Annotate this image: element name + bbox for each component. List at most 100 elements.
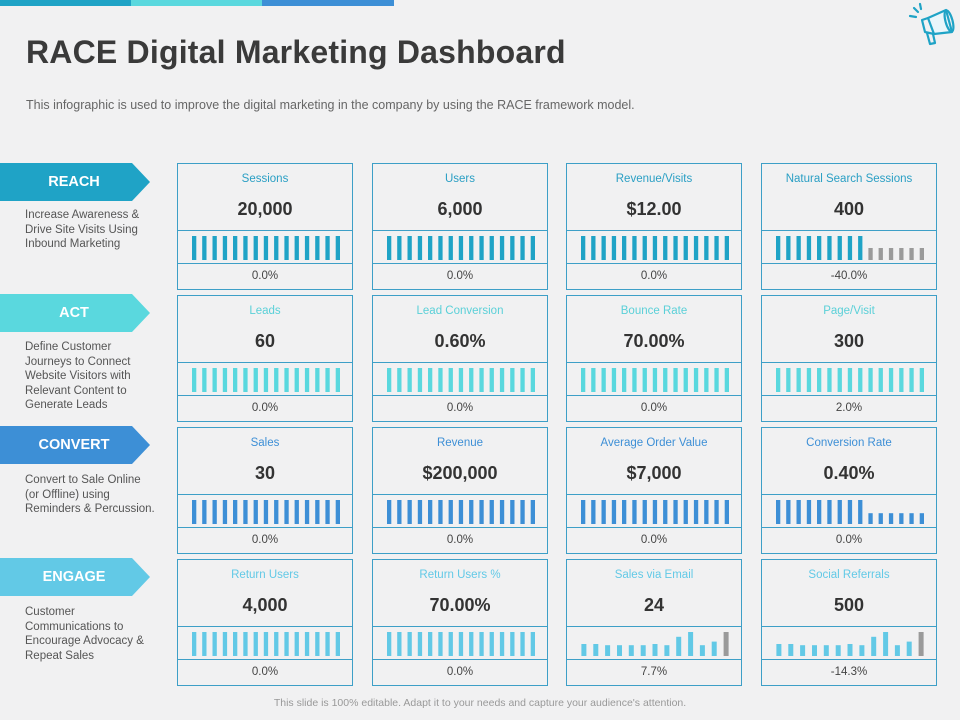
metric-name: Users bbox=[444, 173, 476, 185]
metric-card-conversion-rate[interactable]: Conversion Rate 0.40% 0.0% bbox=[761, 427, 937, 554]
sparkline-bar bbox=[909, 248, 914, 260]
sparkline-chart bbox=[192, 368, 340, 392]
sparkline-bar bbox=[796, 236, 801, 260]
card-divider bbox=[178, 230, 352, 231]
metric-value: 0.40% bbox=[823, 463, 875, 483]
stage-tag-reach: REACH bbox=[0, 163, 150, 201]
sparkline-bar bbox=[315, 368, 320, 392]
sparkline-bar bbox=[192, 500, 197, 524]
sparkline-bar bbox=[233, 632, 238, 656]
metric-card-sales-via-email[interactable]: Sales via Email 24 7.7% bbox=[566, 559, 742, 686]
card-divider bbox=[178, 362, 352, 363]
sparkline-bar bbox=[428, 368, 433, 392]
stage-tag-engage: ENGAGE bbox=[0, 558, 150, 596]
sparkline-bar bbox=[284, 500, 289, 524]
sparkline-bar bbox=[878, 368, 883, 392]
stage-description-engage: Customer Communications to Encourage Adv… bbox=[25, 606, 144, 662]
metric-card-sessions[interactable]: Sessions 20,000 0.0% bbox=[177, 163, 353, 290]
sparkline-bar bbox=[325, 368, 330, 392]
sparkline-bar bbox=[243, 500, 248, 524]
sparkline-bar bbox=[499, 500, 505, 524]
sparkline-bar bbox=[622, 368, 627, 392]
sparkline-bar bbox=[868, 513, 873, 524]
sparkline-bar bbox=[642, 500, 647, 524]
card-divider bbox=[373, 659, 547, 660]
sparkline-bar bbox=[479, 632, 484, 656]
sparkline-bar bbox=[699, 645, 705, 656]
accent-bar-3 bbox=[262, 0, 394, 6]
sparkline-bar bbox=[605, 645, 611, 656]
sparkline-bar bbox=[428, 632, 433, 656]
sparkline-bar bbox=[622, 236, 627, 260]
sparkline-chart bbox=[192, 632, 340, 656]
sparkline-bar bbox=[868, 368, 873, 392]
sparkline-bar bbox=[438, 500, 443, 524]
metric-value: $7,000 bbox=[626, 463, 682, 483]
sparkline-bar bbox=[632, 500, 637, 524]
sparkline-bar bbox=[723, 632, 729, 656]
metric-value: 70.00% bbox=[429, 595, 491, 615]
metric-card-social-referrals[interactable]: Social Referrals 500 -14.3% bbox=[761, 559, 937, 686]
sparkline-bar bbox=[704, 368, 709, 392]
sparkline-bar bbox=[632, 368, 637, 392]
sparkline-bar bbox=[263, 236, 269, 260]
metric-name: Revenue/Visits bbox=[615, 173, 693, 185]
sparkline-bar bbox=[233, 500, 238, 524]
sparkline-bar bbox=[664, 645, 670, 656]
sparkline-bar bbox=[711, 641, 717, 656]
metric-change: 0.0% bbox=[640, 534, 668, 546]
metric-card-natural-search-sessions[interactable]: Natural Search Sessions 400 -40.0% bbox=[761, 163, 937, 290]
sparkline-bar bbox=[796, 500, 801, 524]
metric-card-revenue-visits[interactable]: Revenue/Visits $12.00 0.0% bbox=[566, 163, 742, 290]
metric-card-sales[interactable]: Sales 30 0.0% bbox=[177, 427, 353, 554]
metric-card-revenue[interactable]: Revenue $200,000 0.0% bbox=[372, 427, 548, 554]
sparkline-bar bbox=[479, 500, 484, 524]
metric-value: 24 bbox=[643, 595, 665, 615]
sparkline-bar bbox=[786, 500, 791, 524]
sparkline-bar bbox=[448, 500, 453, 524]
sparkline-bar bbox=[499, 236, 505, 260]
sparkline-bar bbox=[817, 500, 822, 524]
metric-card-bounce-rate[interactable]: Bounce Rate 70.00% 0.0% bbox=[566, 295, 742, 422]
sparkline-bar bbox=[827, 500, 832, 524]
metric-card-average-order-value[interactable]: Average Order Value $7,000 0.0% bbox=[566, 427, 742, 554]
sparkline-bar bbox=[888, 248, 894, 260]
sparkline-bar bbox=[683, 500, 688, 524]
sparkline-chart bbox=[581, 368, 729, 392]
metric-card-page-visit[interactable]: Page/Visit 300 2.0% bbox=[761, 295, 937, 422]
sparkline-bar bbox=[315, 632, 320, 656]
sparkline-bar bbox=[817, 236, 822, 260]
metric-change: 0.0% bbox=[446, 270, 474, 282]
sparkline-bar bbox=[888, 513, 894, 524]
card-divider bbox=[178, 659, 352, 660]
stage-label: ENGAGE bbox=[42, 569, 106, 585]
metric-change: 0.0% bbox=[640, 402, 668, 414]
sparkline-bar bbox=[581, 368, 586, 392]
sparkline-chart bbox=[581, 500, 729, 524]
card-divider bbox=[373, 395, 547, 396]
sparkline-bar bbox=[786, 368, 791, 392]
metric-change: -14.3% bbox=[830, 666, 868, 678]
sparkline-bar bbox=[704, 500, 709, 524]
metric-card-leads[interactable]: Leads 60 0.0% bbox=[177, 295, 353, 422]
sparkline-bar bbox=[284, 632, 289, 656]
metric-change: 0.0% bbox=[251, 270, 279, 282]
sparkline-bar bbox=[530, 500, 535, 524]
sparkline-bar bbox=[407, 632, 412, 656]
metric-card-return-users[interactable]: Return Users % 70.00% 0.0% bbox=[372, 559, 548, 686]
metric-card-lead-conversion[interactable]: Lead Conversion 0.60% 0.0% bbox=[372, 295, 548, 422]
sparkline-bar bbox=[294, 236, 299, 260]
sparkline-bar bbox=[397, 368, 402, 392]
sparkline-bar bbox=[469, 368, 474, 392]
metric-card-users[interactable]: Users 6,000 0.0% bbox=[372, 163, 548, 290]
sparkline-bar bbox=[335, 236, 340, 260]
sparkline-bar bbox=[417, 632, 423, 656]
sparkline-bar bbox=[632, 236, 637, 260]
sparkline-bar bbox=[274, 632, 279, 656]
sparkline-bar bbox=[827, 368, 832, 392]
card-divider bbox=[762, 362, 936, 363]
card-divider bbox=[762, 659, 936, 660]
sparkline-bar bbox=[919, 368, 924, 392]
sparkline-bar bbox=[786, 236, 791, 260]
metric-card-return-users[interactable]: Return Users 4,000 0.0% bbox=[177, 559, 353, 686]
